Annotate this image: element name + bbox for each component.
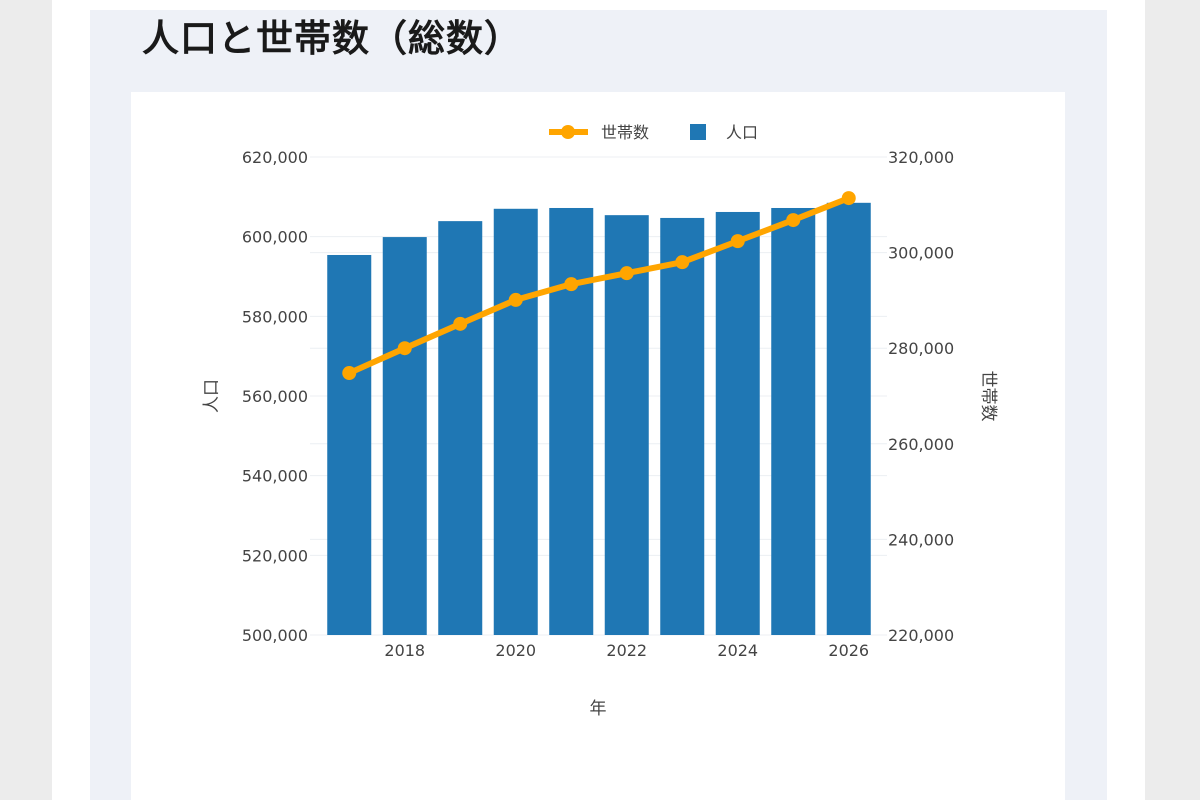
households-point-2023	[675, 255, 690, 270]
legend-bar-swatch	[690, 124, 706, 140]
y-axis-right: 220,000 240,000 260,000 280,000 300,000 320,0…	[888, 148, 954, 645]
line-series	[342, 191, 856, 381]
x-tick-label: 2026	[828, 641, 869, 660]
y2-tick-label: 260,000	[888, 435, 954, 454]
households-point-2024	[730, 234, 745, 249]
households-point-2021	[564, 277, 579, 292]
y-tick-label: 500,000	[242, 626, 308, 645]
legend[interactable]: 世帯数 人口	[549, 123, 758, 142]
x-axis-title: 年	[590, 699, 607, 719]
bar-2017	[327, 254, 372, 636]
households-line	[348, 195, 850, 376]
legend-item-population[interactable]: 人口	[690, 123, 758, 142]
y-tick-label: 560,000	[242, 387, 308, 406]
bar-2026	[826, 202, 871, 635]
households-point-2017	[342, 366, 357, 381]
bar-2019	[438, 221, 483, 636]
y2-tick-label: 220,000	[888, 626, 954, 645]
x-tick-label: 2024	[717, 641, 758, 660]
bars	[327, 202, 871, 636]
y-tick-label: 620,000	[242, 148, 308, 167]
chart-card	[131, 92, 1065, 800]
y2-tick-label: 320,000	[888, 148, 954, 167]
bar-2025	[771, 207, 816, 635]
households-point-2020	[508, 292, 523, 307]
households-point-2026	[841, 191, 856, 206]
y-tick-label: 600,000	[242, 228, 308, 247]
y-tick-label: 540,000	[242, 467, 308, 486]
households-point-2019	[453, 316, 468, 331]
x-tick-label: 2018	[384, 641, 425, 660]
page-title: 人口と世帯数（総数）	[142, 17, 522, 60]
bar-2022	[604, 215, 649, 635]
households-point-2022	[619, 266, 634, 281]
y-axis-left: 500,000 520,000 540,000 560,000 580,000 600,0…	[242, 148, 308, 645]
y-tick-label: 520,000	[242, 546, 308, 565]
households-point-2018	[397, 341, 412, 356]
bar-2023	[660, 217, 705, 635]
households-point-2025	[786, 213, 801, 228]
y2-tick-label: 280,000	[888, 339, 954, 358]
legend-label-population: 人口	[726, 123, 758, 142]
y-axis-title: 人口	[202, 379, 222, 413]
legend-marker-swatch	[561, 125, 575, 139]
bar-2018	[382, 237, 427, 635]
x-tick-label: 2020	[495, 641, 536, 660]
bar-2021	[549, 207, 594, 635]
x-axis: 2018 2020 2022 2024 2026	[384, 641, 869, 660]
y2-tick-label: 240,000	[888, 530, 954, 549]
y2-tick-label: 300,000	[888, 244, 954, 263]
bar-2024	[715, 211, 760, 635]
legend-label-households: 世帯数	[601, 123, 649, 142]
y-tick-label: 580,000	[242, 307, 308, 326]
legend-item-households[interactable]: 世帯数	[549, 123, 649, 142]
bar-2020	[493, 208, 538, 636]
y2-axis-title: 世帯数	[978, 371, 998, 422]
x-tick-label: 2022	[606, 641, 647, 660]
